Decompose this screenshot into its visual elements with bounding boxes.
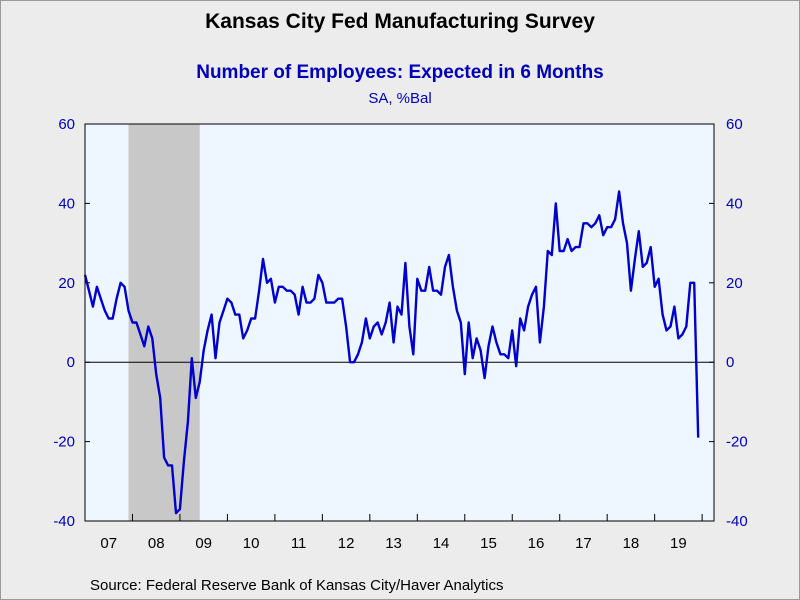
x-tick-label: 15: [480, 535, 497, 552]
recession-shading: [128, 124, 200, 521]
recession-shading-layer: [128, 124, 200, 521]
x-tick-label: 09: [195, 535, 212, 552]
y-tick-label-right: 20: [726, 275, 743, 292]
x-tick-label: 14: [433, 535, 450, 552]
plot-border: [84, 123, 715, 522]
series-line: [83, 190, 700, 515]
x-tick-label: 13: [385, 535, 402, 552]
x-tick-label: 19: [670, 535, 687, 552]
chart-title: Kansas City Fed Manufacturing Survey: [205, 10, 595, 33]
x-tick-label: 17: [575, 535, 592, 552]
axis-labels-layer: 60 60 40 40 20 20 0 0 -20 -20 -40 -40 07 08 09 10 11 12 13…: [53, 116, 747, 552]
source-note: Source: Federal Reserve Bank of Kansas C…: [90, 577, 504, 594]
x-tick-label: 08: [148, 535, 165, 552]
chart-subtitle: Number of Employees: Expected in 6 Month…: [196, 62, 604, 83]
chart-units: SA, %Bal: [368, 90, 432, 107]
y-tick-label-left: 40: [58, 195, 75, 212]
x-tick-label: 16: [528, 535, 545, 552]
y-tick-label-right: -20: [726, 434, 748, 451]
y-tick-label-left: 20: [58, 275, 75, 292]
y-tick-label-right: 40: [726, 195, 743, 212]
x-tick-label: 10: [243, 535, 260, 552]
x-tick-label: 12: [338, 535, 355, 552]
series-layer: [83, 190, 700, 515]
y-tick-label-left: 60: [58, 116, 75, 133]
y-tick-label-right: 0: [726, 354, 734, 371]
y-tick-label-left: -20: [53, 434, 75, 451]
x-tick-label: 18: [623, 535, 640, 552]
y-tick-label-right: -40: [726, 513, 748, 530]
y-tick-label-left: 0: [67, 354, 75, 371]
x-tick-label: 07: [100, 535, 117, 552]
y-tick-label-right: 60: [726, 116, 743, 133]
y-tick-label-left: -40: [53, 513, 75, 530]
x-tick-label: 11: [291, 535, 307, 552]
